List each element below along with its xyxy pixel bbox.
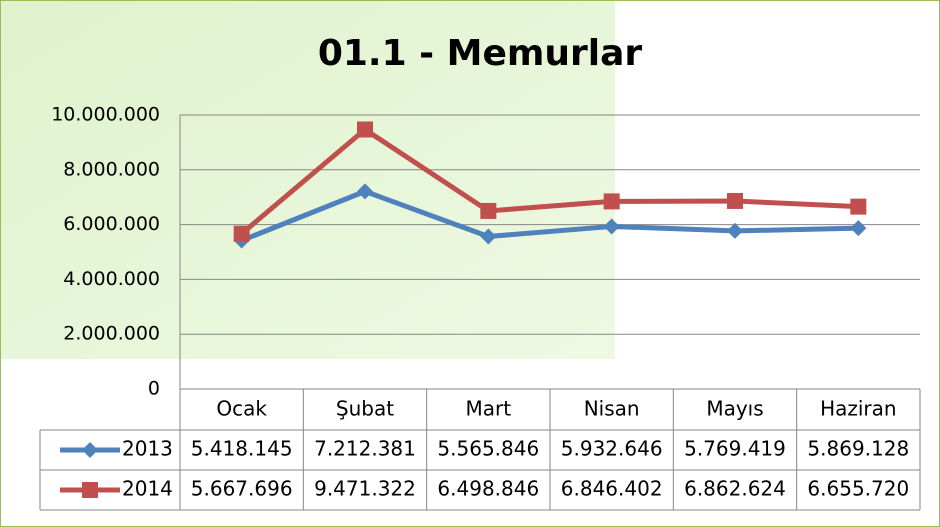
legend-label: 2014	[122, 477, 173, 501]
table-value: 9.471.322	[314, 477, 416, 501]
legend-marker	[82, 442, 98, 458]
x-tick-label: Nisan	[584, 397, 640, 421]
table-value: 6.498.846	[437, 477, 539, 501]
series-line	[240, 188, 859, 243]
x-tick-label: Mayıs	[706, 397, 763, 421]
y-tick-label: 4.000.000	[63, 268, 160, 290]
data-point	[727, 192, 743, 209]
legend-label: 2013	[122, 437, 173, 461]
data-point	[480, 202, 497, 219]
y-tick-label: 8.000.000	[63, 158, 160, 180]
data-point	[850, 220, 867, 237]
table-value: 6.846.402	[561, 477, 663, 501]
table-value: 5.667.696	[191, 477, 293, 501]
data-point	[603, 193, 620, 210]
y-tick-label: 10.000.000	[51, 104, 160, 126]
y-tick-label: 2.000.000	[63, 323, 160, 345]
data-point	[603, 218, 620, 235]
x-tick-label: Haziran	[820, 397, 897, 421]
x-tick-label: Ocak	[216, 397, 267, 421]
data-point	[850, 198, 867, 215]
data-point	[480, 228, 497, 245]
y-tick-label: 6.000.000	[63, 213, 160, 235]
table-value: 5.869.128	[807, 437, 909, 461]
data-point	[233, 225, 250, 242]
table-value: 7.212.381	[314, 437, 416, 461]
x-tick-label: Mart	[466, 397, 512, 421]
table-value: 6.655.720	[807, 477, 909, 501]
table-value: 5.932.646	[561, 437, 663, 461]
y-tick-label: 0	[148, 378, 160, 400]
legend-marker	[82, 482, 98, 498]
table-value: 5.418.145	[191, 437, 293, 461]
data-point	[357, 183, 373, 200]
series-line	[240, 126, 859, 236]
x-tick-label: Şubat	[336, 397, 394, 421]
table-value: 5.565.846	[437, 437, 539, 461]
data-point	[357, 121, 373, 138]
data-point	[727, 222, 743, 239]
table-value: 5.769.419	[684, 437, 786, 461]
table-value: 6.862.624	[684, 477, 786, 501]
chart-title: 01.1 - Memurlar	[318, 33, 643, 74]
